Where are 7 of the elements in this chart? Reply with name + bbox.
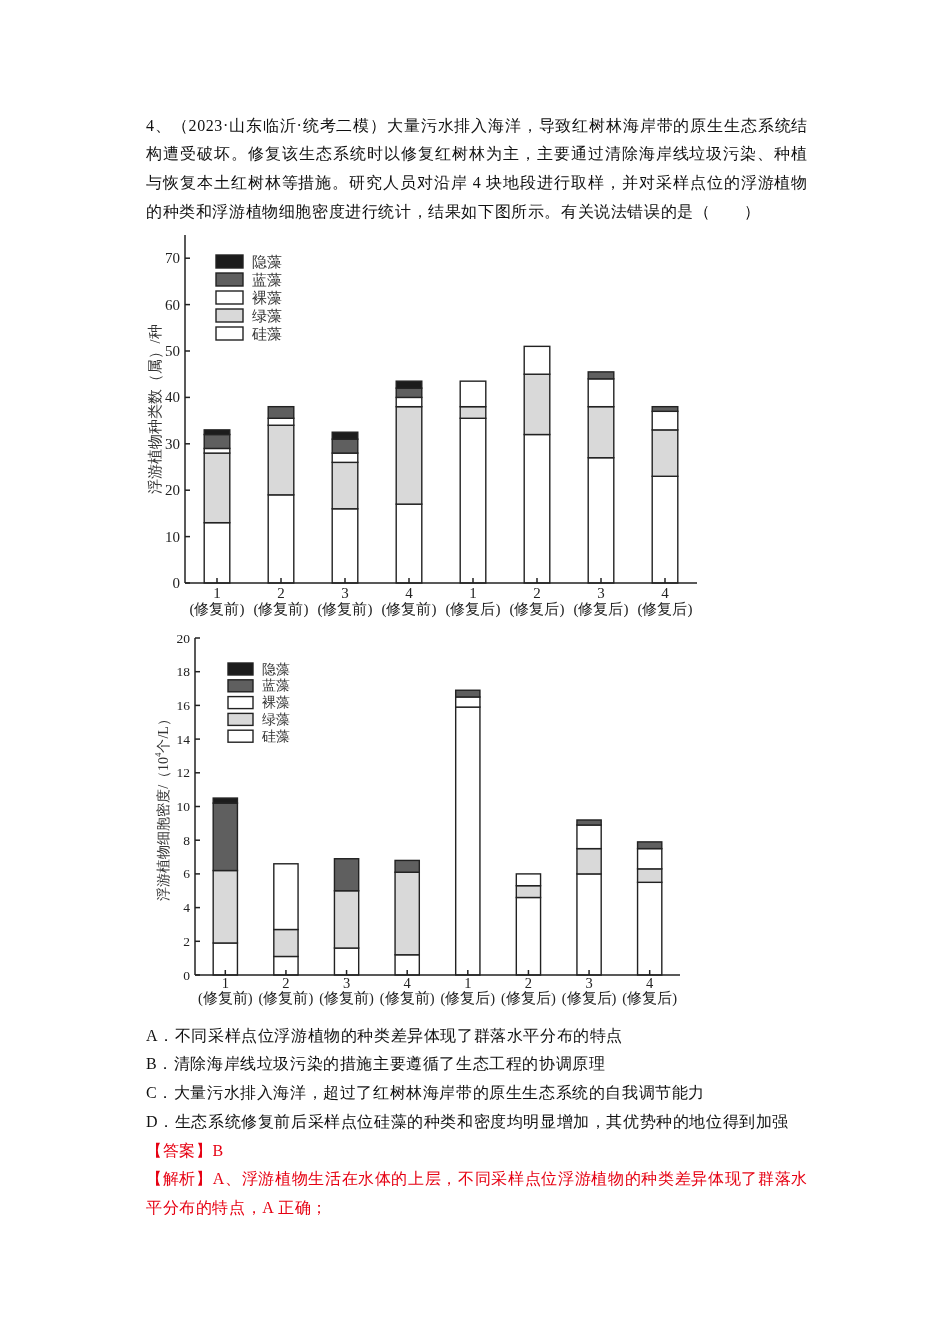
title: 4、（2023·山东临沂·统考二模）大量污水排入海洋，导致红树林海岸带的原生生态系统结构遭受破坏。修复该生态系统时以修复红树林为主，主要通过清除海岸线垃圾污染、种植与恢复本土红树林等措施。研究人员对沿岸 4 块地段进行取样，并对采样点位的浮游植物的种类和浮游植物细胞密度进行统计，结果如下图所示。有关说法错误的是（ ）: [146, 115, 808, 222]
annotation: B．清除海岸线垃圾污染的措施主要遵循了生态工程的协调原理: [146, 1054, 607, 1075]
annotation: D．生态系统修复前后采样点位硅藻的种类和密度均明显增加，其优势种的地位得到加强: [146, 1111, 790, 1132]
annotation: A．不同采样点位浮游植物的种类差异体现了群落水平分布的特点: [146, 1025, 624, 1046]
annotation: C．大量污水排入海洋，超过了红树林海岸带的原生生态系统的自我调节能力: [146, 1083, 707, 1104]
annotation: 【解析】A、浮游植物生活在水体的上层，不同采样点位浮游植物的种类差异体现了群落水平分布的特点，A 正确；: [146, 1169, 808, 1218]
annotation: 【答案】B: [146, 1140, 225, 1161]
